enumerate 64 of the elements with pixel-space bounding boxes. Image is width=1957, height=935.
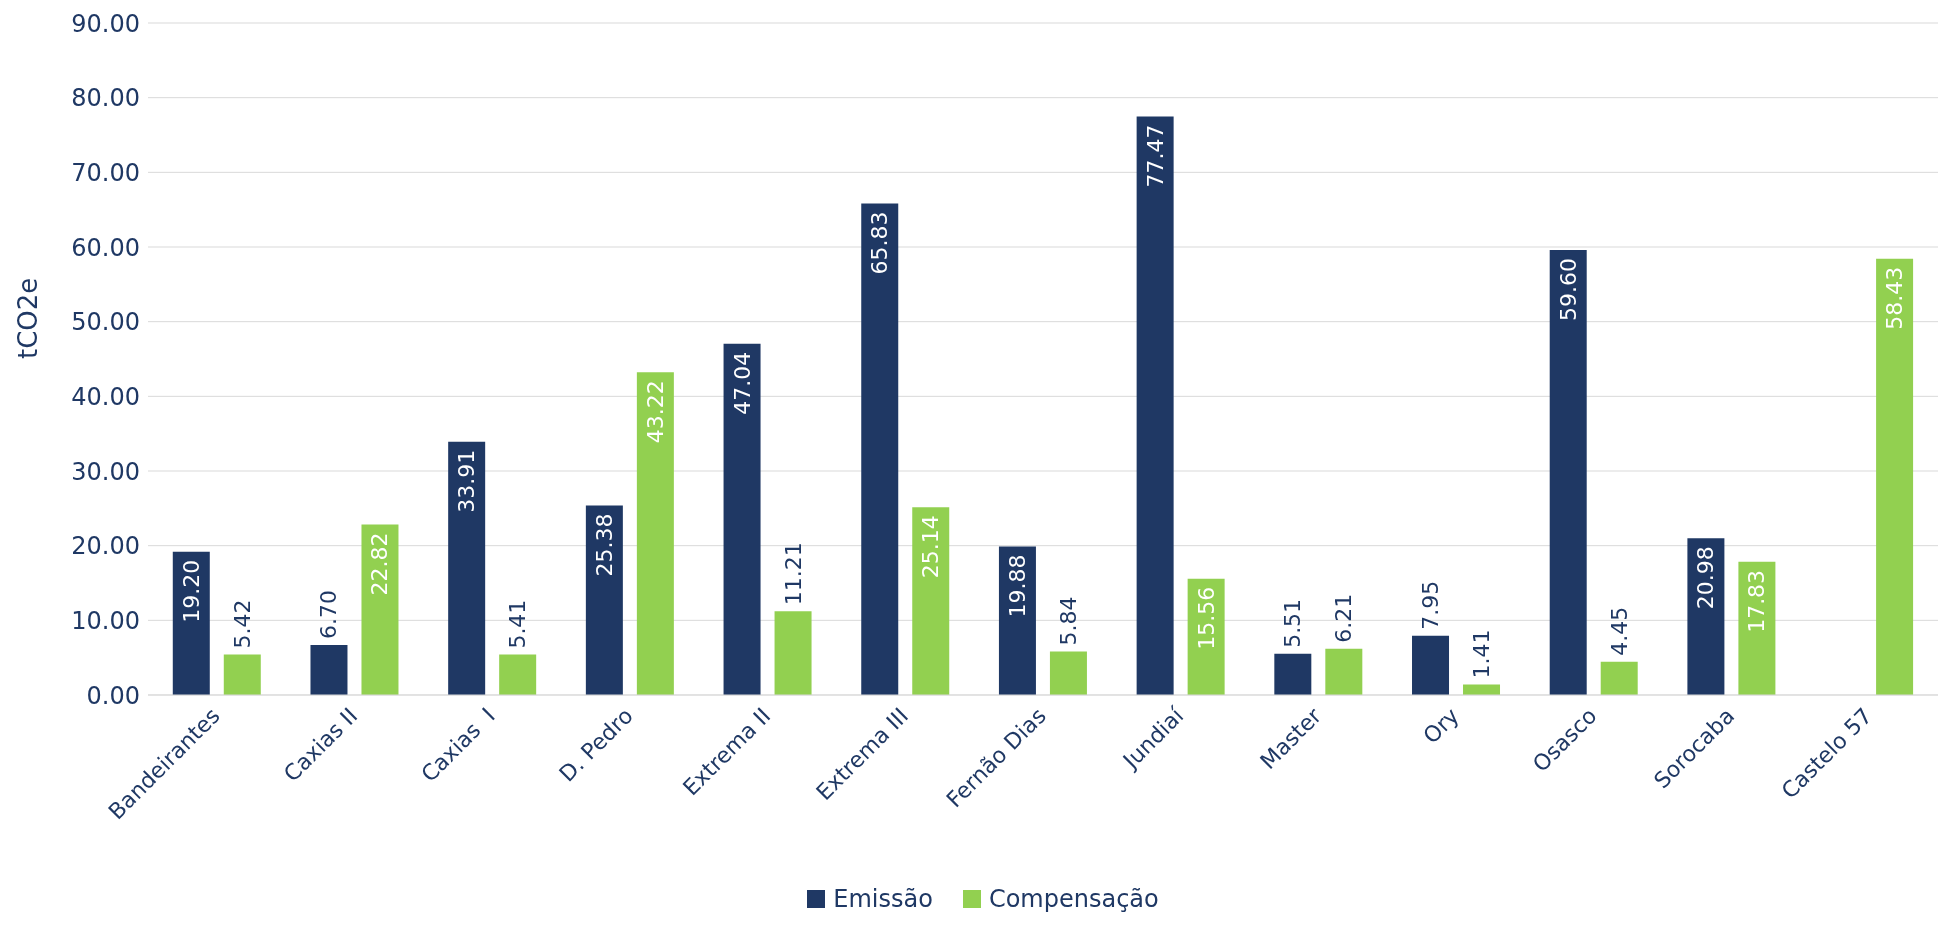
data-label: 5.41	[505, 599, 531, 649]
bar	[998, 546, 1036, 695]
data-label: 6.21	[1331, 593, 1357, 643]
data-label: 1.41	[1469, 629, 1495, 679]
bar	[310, 644, 348, 695]
y-tick-label: 0.00	[86, 681, 140, 710]
bar	[636, 372, 674, 695]
data-label: 22.82	[367, 532, 393, 596]
y-tick-label: 70.00	[71, 158, 140, 187]
y-tick-label: 10.00	[71, 606, 140, 635]
data-label: 17.83	[1744, 569, 1770, 633]
y-tick-label: 30.00	[71, 457, 140, 486]
bar	[1549, 249, 1587, 695]
bar	[1463, 684, 1501, 695]
data-label: 33.91	[454, 449, 480, 513]
bar	[774, 611, 812, 695]
data-label: 19.20	[178, 559, 204, 623]
data-label: 25.14	[918, 515, 944, 579]
data-label: 5.42	[229, 599, 255, 649]
data-label: 77.47	[1142, 124, 1168, 188]
bar	[1049, 651, 1087, 695]
bar	[172, 551, 210, 695]
y-tick-label: 80.00	[71, 84, 140, 113]
data-label: 6.70	[316, 589, 342, 639]
data-label: 59.60	[1555, 257, 1581, 321]
bar	[499, 654, 537, 695]
x-tick-label: Ory	[1418, 703, 1464, 749]
bar	[1187, 578, 1225, 695]
data-label: 20.98	[1693, 546, 1719, 610]
bar	[723, 343, 761, 695]
bar	[1136, 116, 1174, 695]
bar	[1274, 653, 1312, 695]
y-axis-title: tCO2e	[13, 277, 44, 359]
bar	[861, 203, 899, 695]
legend-label: Emissão	[832, 885, 933, 913]
data-label: 19.88	[1004, 554, 1030, 618]
y-tick-label: 60.00	[71, 233, 140, 262]
data-label: 65.83	[867, 211, 893, 275]
bar	[912, 507, 950, 695]
bar	[1600, 661, 1638, 695]
data-label: 43.22	[642, 380, 668, 444]
bar	[1412, 635, 1450, 695]
bar	[1738, 561, 1776, 695]
y-tick-label: 20.00	[71, 532, 140, 561]
data-label: 11.21	[780, 542, 806, 606]
bar	[1876, 258, 1914, 695]
data-label: 47.04	[729, 351, 755, 415]
data-label: 15.56	[1193, 586, 1219, 650]
data-label: 58.43	[1882, 266, 1908, 330]
data-label: 5.84	[1055, 596, 1081, 646]
data-label: 5.51	[1280, 598, 1306, 648]
data-label: 7.95	[1418, 580, 1444, 630]
bar	[585, 505, 623, 695]
bar	[448, 441, 486, 695]
y-tick-label: 90.00	[71, 9, 140, 38]
data-label: 4.45	[1606, 606, 1632, 656]
legend-label: Compensação	[987, 885, 1159, 913]
y-tick-label: 50.00	[71, 308, 140, 337]
data-label: 25.38	[591, 513, 617, 577]
bar	[1325, 648, 1363, 695]
bar	[1687, 538, 1725, 695]
y-tick-label: 40.00	[71, 382, 140, 411]
bar	[223, 654, 261, 695]
bar	[361, 524, 399, 695]
